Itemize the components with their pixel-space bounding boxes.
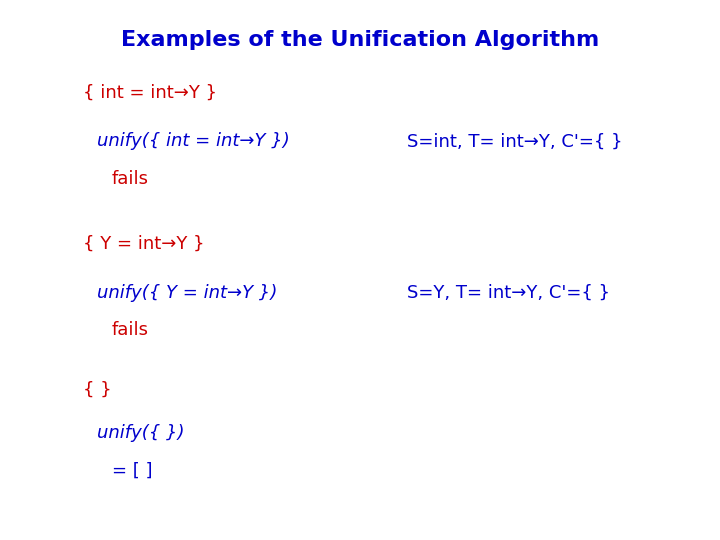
Text: { int = int→Y }: { int = int→Y }	[83, 84, 217, 102]
Text: { }: { }	[83, 381, 112, 399]
Text: Examples of the Unification Algorithm: Examples of the Unification Algorithm	[121, 30, 599, 50]
Text: fails: fails	[112, 170, 148, 188]
Text: = [ ]: = [ ]	[112, 462, 152, 480]
Text: fails: fails	[112, 321, 148, 339]
Text: S=Y, T= int→Y, C'={ }: S=Y, T= int→Y, C'={ }	[407, 284, 610, 301]
Text: unify({ int = int→Y }): unify({ int = int→Y })	[97, 132, 290, 150]
Text: { Y = int→Y }: { Y = int→Y }	[83, 235, 204, 253]
Text: unify({ Y = int→Y }): unify({ Y = int→Y })	[97, 284, 278, 301]
Text: S=int, T= int→Y, C'={ }: S=int, T= int→Y, C'={ }	[407, 132, 622, 150]
Text: unify({ }): unify({ })	[97, 424, 185, 442]
